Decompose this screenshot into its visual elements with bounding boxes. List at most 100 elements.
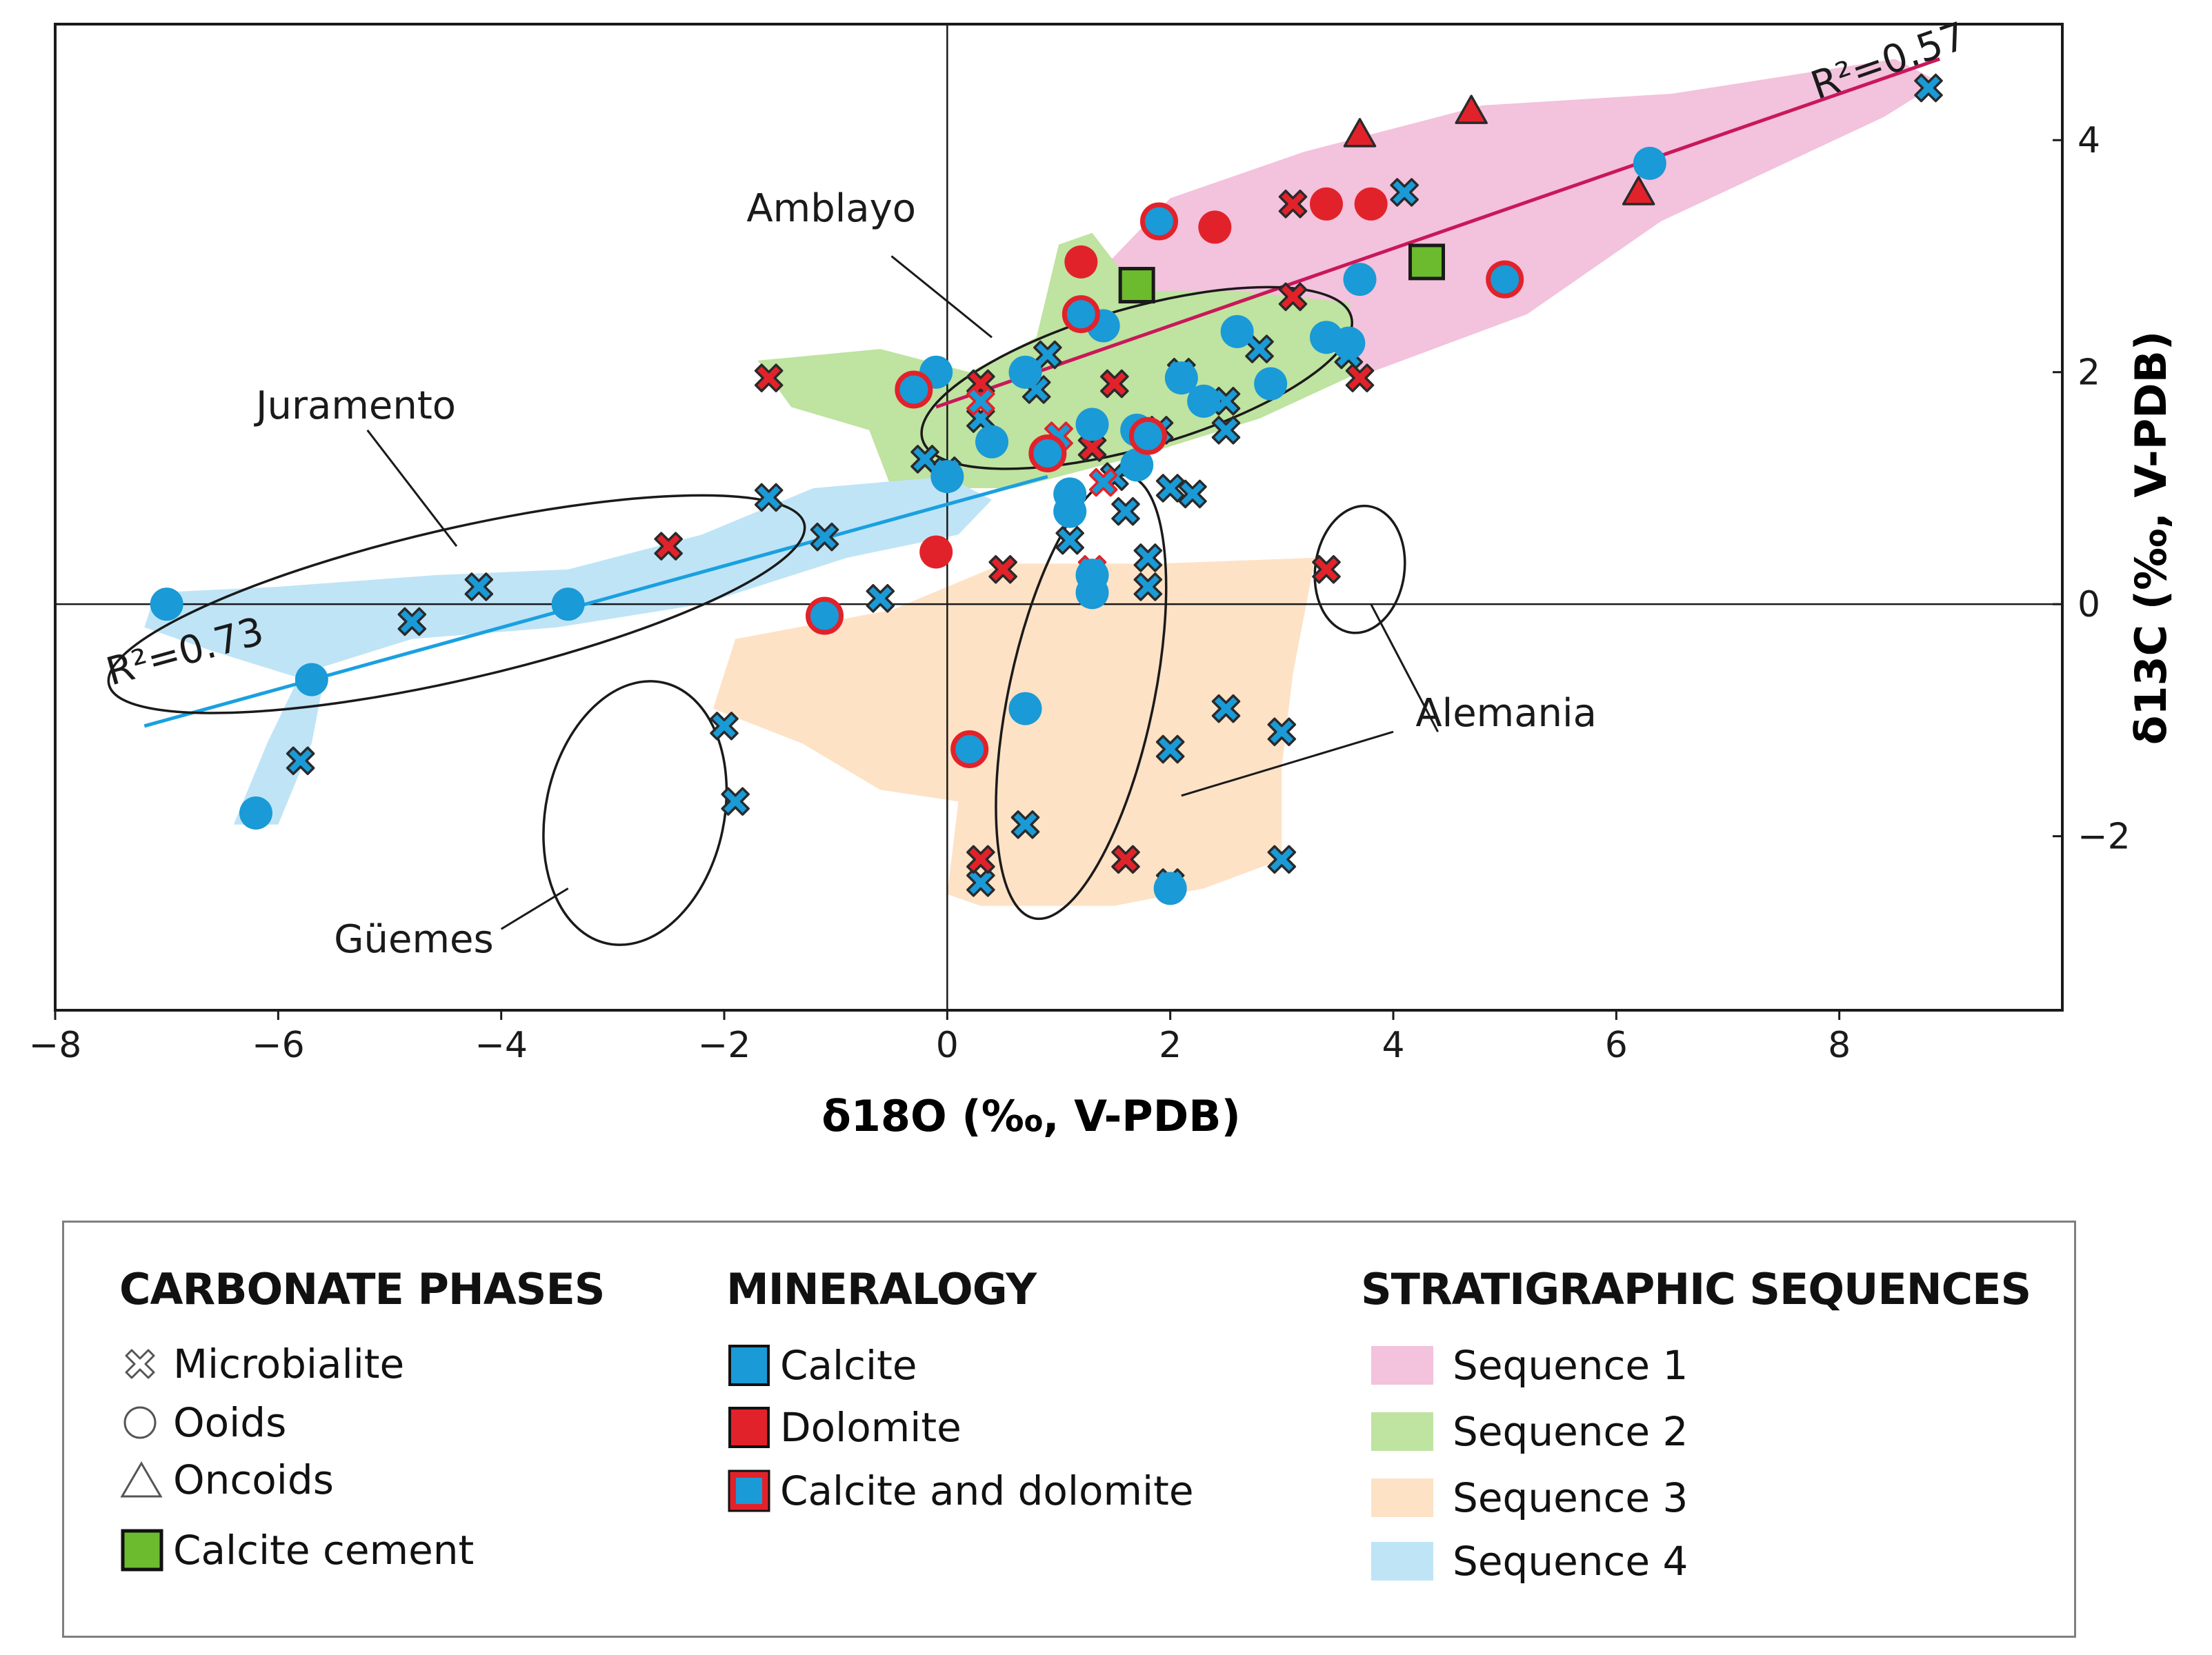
microbialite-x-point — [1077, 433, 1107, 462]
ellipse-juramento — [107, 494, 806, 714]
microbialite-x-point — [1278, 190, 1308, 219]
legend-item-oncoids: Oncoids — [119, 1456, 334, 1504]
x-tick-label: −8 — [29, 1025, 82, 1066]
y-axis-ticks: −2 0 2 4 — [2053, 120, 2131, 858]
legend-title-phases: CARBONATE PHASES — [119, 1264, 605, 1314]
ooid-circle-point — [1332, 326, 1366, 360]
ooid-circle-point — [1198, 210, 1232, 244]
microbialite-x-point — [1088, 468, 1118, 497]
formation-label-juramento: Juramento — [254, 383, 456, 428]
sequence-3-swatch-icon — [1371, 1474, 1453, 1522]
ooid-circle-point — [295, 663, 328, 696]
legend-stratigraphic-sequences: STRATIGRAPHIC SEQUENCES — [1361, 1264, 2031, 1314]
y-tick-label: −2 — [2078, 816, 2131, 858]
x-tick-label: −4 — [475, 1025, 528, 1066]
leader-line-alemania — [1181, 730, 1394, 797]
quadrant-lines — [55, 24, 2062, 1010]
legend-mineralogy: MINERALOGY — [726, 1264, 1037, 1314]
legend: CARBONATE PHASES Microbialite Ooids Onco… — [62, 1221, 2076, 1638]
leader-line-amblayo — [890, 255, 993, 339]
microbialite-x-point — [1245, 334, 1274, 363]
ooid-circle-point — [1053, 477, 1087, 511]
ooid-circle-point — [1354, 187, 1388, 221]
x-tick-label: −6 — [252, 1025, 305, 1066]
legend-item-calcite-and-dolomite: Calcite and dolomite — [726, 1467, 1194, 1515]
legend-item-sequence-2: Sequence 2 — [1371, 1407, 1688, 1456]
ooid-circle-point — [1220, 314, 1254, 348]
microbialite-x-point — [1390, 178, 1419, 207]
ooid-circle-point — [1140, 202, 1178, 241]
legend-label: Sequence 4 — [1453, 1538, 1688, 1585]
microbialite-x-point — [1211, 694, 1241, 723]
microbialite-x-point — [464, 572, 494, 601]
x-tick-label: 8 — [1828, 1025, 1851, 1066]
legend-label: Sequence 1 — [1453, 1342, 1688, 1389]
formation-label-gemes: Güemes — [334, 917, 494, 962]
ooid-circle-point — [1062, 295, 1100, 334]
legend-label: Ooids — [173, 1399, 287, 1446]
ooid-circle-point — [895, 370, 933, 409]
microbialite-x-point — [1155, 474, 1185, 503]
ooid-circle-point — [1254, 367, 1288, 401]
ooid-circle-point — [1310, 187, 1343, 221]
microbialite-x-point — [1312, 554, 1341, 584]
trend-line-1 — [935, 57, 1940, 409]
ooid-circle-point — [1128, 417, 1167, 455]
microbialite-x-point — [397, 607, 427, 636]
ooid-circle-point — [1343, 263, 1377, 297]
microbialite-x-point — [866, 584, 895, 613]
microbialite-x-point — [1914, 73, 1943, 103]
ooid-circle-point — [1064, 245, 1098, 279]
legend-item-sequence-4: Sequence 4 — [1371, 1537, 1688, 1585]
region-sequence-4 — [144, 477, 992, 825]
legend-item-ooids: Ooids — [119, 1398, 286, 1447]
microbialite-x-point — [1278, 282, 1308, 312]
legend-title-sequences: STRATIGRAPHIC SEQUENCES — [1361, 1264, 2031, 1314]
ooid-circle-point — [1075, 559, 1109, 592]
microbialite-x-point — [654, 532, 683, 561]
microbialite-x-point — [1100, 369, 1129, 399]
calcite-swatch-icon — [726, 1341, 780, 1390]
legend-label: Oncoids — [173, 1456, 334, 1503]
x-axis-ticks: −8 −6 −4 −2 0 2 4 6 8 — [29, 1010, 1851, 1066]
microbialite-x-point — [1345, 363, 1375, 392]
plot-frame — [54, 23, 2064, 1012]
microbialite-x-point — [754, 483, 784, 512]
legend-label: Calcite — [780, 1342, 917, 1389]
sequence-4-swatch-icon — [1371, 1537, 1453, 1585]
ooid-circle-point — [551, 588, 585, 621]
ooid-circle-point — [806, 596, 844, 635]
ooid-circle-point — [1008, 355, 1042, 389]
ooid-circle-point — [1153, 872, 1187, 905]
data-points — [150, 73, 1943, 905]
y-tick-label: 4 — [2078, 120, 2100, 161]
leader-line-juramento — [366, 429, 458, 547]
microbialite-x-point — [966, 845, 995, 874]
microbialite-x-point — [966, 868, 995, 897]
sequence-regions — [144, 59, 1940, 906]
microbialite-x-point — [1155, 734, 1185, 764]
ooid-circle-point — [930, 460, 964, 494]
trend-line-2 — [143, 474, 1048, 728]
x-tick-label: 2 — [1159, 1025, 1182, 1066]
ooid-circle-point — [1486, 260, 1524, 299]
legend-item-calcite: Calcite — [726, 1341, 917, 1390]
leader-line-gemes — [500, 887, 569, 930]
ooid-circle-point — [1164, 361, 1198, 395]
legend-label: Dolomite — [780, 1404, 961, 1451]
ellipse-gemes — [542, 680, 728, 946]
ooid-circle-point — [1187, 384, 1221, 418]
y-axis-label: δ13C (‰, V-PDB) — [2126, 331, 2176, 745]
x-tick-label: 4 — [1382, 1025, 1404, 1066]
microbialite-x-point — [1133, 543, 1163, 572]
microbialite-x-point — [754, 363, 784, 392]
legend-carbonate-phases: CARBONATE PHASES — [119, 1264, 605, 1314]
microbialite-x-point — [810, 522, 839, 552]
oncoid-triangle-point — [1343, 118, 1377, 148]
ooid-circle-point — [1028, 434, 1067, 472]
microbialite-x-point — [966, 387, 995, 416]
x-tick-label: −2 — [698, 1025, 751, 1066]
oncoid-triangle-point — [1455, 94, 1488, 124]
triangle-marker-icon — [119, 1456, 173, 1504]
